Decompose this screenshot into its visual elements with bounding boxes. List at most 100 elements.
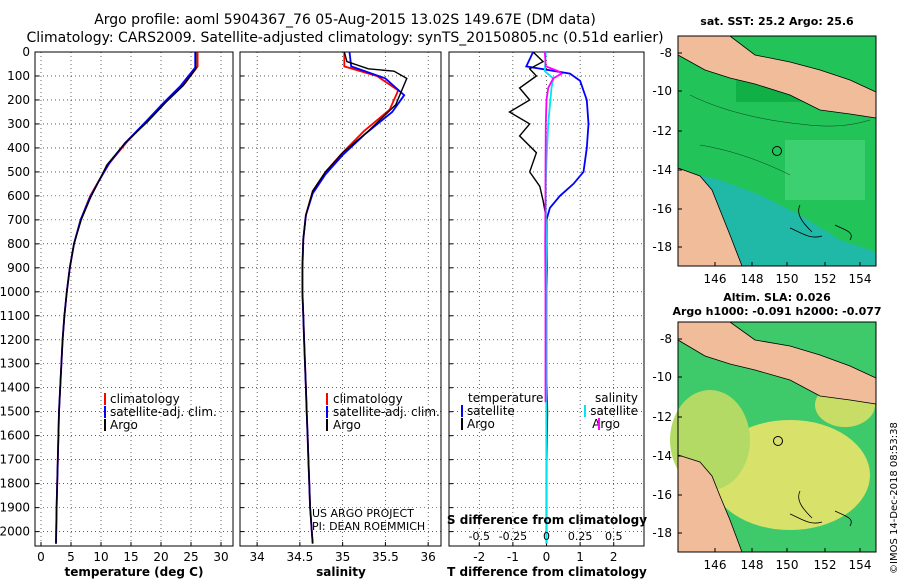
map-lat-label: -8 — [660, 332, 672, 346]
depth-tick-label: 1700 — [0, 453, 30, 467]
temperature-xlabel: temperature (deg C) — [65, 565, 204, 579]
sst-reefs — [789, 204, 852, 241]
depth-tick-label: 1600 — [0, 429, 30, 443]
credit-line-1: US ARGO PROJECT — [312, 507, 414, 520]
depth-tick-label: 2000 — [0, 525, 30, 539]
x-tick-label: 36 — [421, 550, 436, 564]
x-tick-label: 15 — [123, 550, 138, 564]
x-tick-label: 0 — [37, 550, 45, 564]
sla-high — [710, 420, 870, 530]
x-tick-label: 1 — [576, 550, 584, 564]
series-line-salinity-satellite — [543, 52, 555, 544]
sst-patch — [785, 140, 865, 200]
map-lat-label: -10 — [652, 84, 672, 98]
depth-tick-label: 1200 — [0, 333, 30, 347]
map-lon-label: 154 — [849, 272, 872, 286]
depth-tick-label: 0 — [22, 45, 30, 59]
sla-map-ticks: 146 148 150 152 154 -8 -10 -12 -14 -16 -18 — [652, 332, 871, 572]
map-lon-label: 146 — [704, 558, 727, 572]
legend-satellite-swatch — [326, 406, 328, 418]
difference-xticks: -2 -1 0 1 2 — [473, 550, 617, 564]
legend-satellite-swatch — [104, 406, 106, 418]
x-tick-label: 35.5 — [372, 550, 399, 564]
sst-bathymetry — [689, 94, 871, 176]
x-tick-label: 25 — [183, 550, 198, 564]
salinity-grid — [240, 51, 441, 546]
map-lat-label: -16 — [652, 202, 672, 216]
sst-map-ticks: 146 148 150 152 154 -8 -10 -12 -14 -16 -18 — [652, 46, 871, 286]
x-tick-label: -2 — [473, 550, 485, 564]
map-lat-label: -18 — [652, 240, 672, 254]
salinity-panel-frame — [239, 51, 442, 547]
temperature-grid — [35, 51, 233, 546]
map-lat-label: -8 — [660, 46, 672, 60]
depth-tick-label: 1400 — [0, 381, 30, 395]
difference-xlabel: T difference from climatology — [447, 565, 647, 579]
depth-tick-label: 1900 — [0, 501, 30, 515]
title-line-2: Climatology: CARS2009. Satellite-adjuste… — [26, 30, 664, 46]
sst-land-png — [677, 35, 877, 119]
depth-tick-label: 500 — [7, 165, 30, 179]
series-line-argo — [301, 52, 408, 544]
map-lon-label: 152 — [814, 558, 837, 572]
sst-map — [677, 35, 877, 267]
depth-tick-label: 1100 — [0, 309, 30, 323]
sla-map-title-1: Altim. SLA: 0.026 — [723, 291, 831, 304]
legend-s-satellite-label: satellite — [590, 404, 638, 418]
salinity-legend: climatology satellite-adj. clim. Argo — [326, 392, 440, 432]
legend-t-argo-label: Argo — [467, 417, 495, 431]
argo-float-marker — [772, 146, 782, 156]
depth-tick-label: 700 — [7, 213, 30, 227]
sla-land-png — [677, 321, 877, 405]
x-tick-label: 0 — [543, 550, 551, 564]
depth-tick-label: 100 — [7, 69, 30, 83]
salinity-xlabel: salinity — [316, 565, 366, 579]
argo-float-marker — [773, 436, 783, 446]
legend-argo-swatch — [326, 419, 328, 431]
legend-s-argo-swatch — [598, 418, 600, 430]
legend-climatology-swatch — [326, 393, 328, 405]
legend-s-satellite-swatch — [584, 405, 586, 417]
legend-t-argo-swatch — [461, 418, 463, 430]
x-tick-label: 30 — [213, 550, 228, 564]
map-lat-label: -12 — [652, 410, 672, 424]
depth-tick-label: 800 — [7, 237, 30, 251]
s-difference-label: S difference from climatology — [447, 513, 647, 527]
legend-climatology-label: climatology — [110, 392, 180, 406]
title-line-1: Argo profile: aoml 5904367_76 05-Aug-201… — [94, 12, 596, 28]
sst-map-title: sat. SST: 25.2 Argo: 25.6 — [700, 15, 854, 28]
depth-tick-labels: 0 100 200 300 400 500 600 700 800 900 1000 1100 1200… — [0, 45, 30, 539]
difference-legend: temperature satellite Argo salinity sate… — [461, 391, 638, 431]
depth-tick-label: 1300 — [0, 357, 30, 371]
map-lon-label: 146 — [704, 272, 727, 286]
temperature-xticks: 0 5 10 15 20 25 30 — [37, 550, 228, 564]
legend-s-argo-label: Argo — [592, 417, 620, 431]
x-tick-label: 34.5 — [287, 550, 314, 564]
map-lon-label: 148 — [741, 558, 764, 572]
s-tick-label: 0 — [543, 530, 550, 543]
legend-climatology-label: climatology — [333, 392, 403, 406]
temperature-lines — [55, 52, 199, 544]
map-lat-label: -12 — [652, 124, 672, 138]
sla-map-title-2: Argo h1000: -0.091 h2000: -0.077 — [672, 305, 881, 318]
sla-map — [670, 321, 877, 553]
depth-tick-label: 1000 — [0, 285, 30, 299]
sst-map-frame — [677, 35, 877, 267]
map-lat-label: -14 — [652, 163, 672, 177]
temperature-legend: climatology satellite-adj. clim. Argo — [104, 392, 217, 432]
difference-lines — [508, 52, 590, 544]
sla-reefs — [789, 490, 852, 527]
map-lon-label: 148 — [741, 272, 764, 286]
depth-tick-label: 300 — [7, 117, 30, 131]
legend-satellite-label: satellite-adj. clim. — [333, 405, 440, 419]
x-tick-label: 2 — [610, 550, 618, 564]
map-lon-label: 150 — [776, 272, 799, 286]
s-tick-label: -0.5 — [469, 530, 490, 543]
series-line-argo — [55, 52, 197, 544]
map-lat-label: -16 — [652, 488, 672, 502]
legend-t-satellite-swatch — [461, 405, 463, 417]
depth-tick-label: 1800 — [0, 477, 30, 491]
legend-t-satellite-label: satellite — [467, 404, 515, 418]
s-tick-label: -0.25 — [499, 530, 527, 543]
depth-tick-label: 200 — [7, 93, 30, 107]
